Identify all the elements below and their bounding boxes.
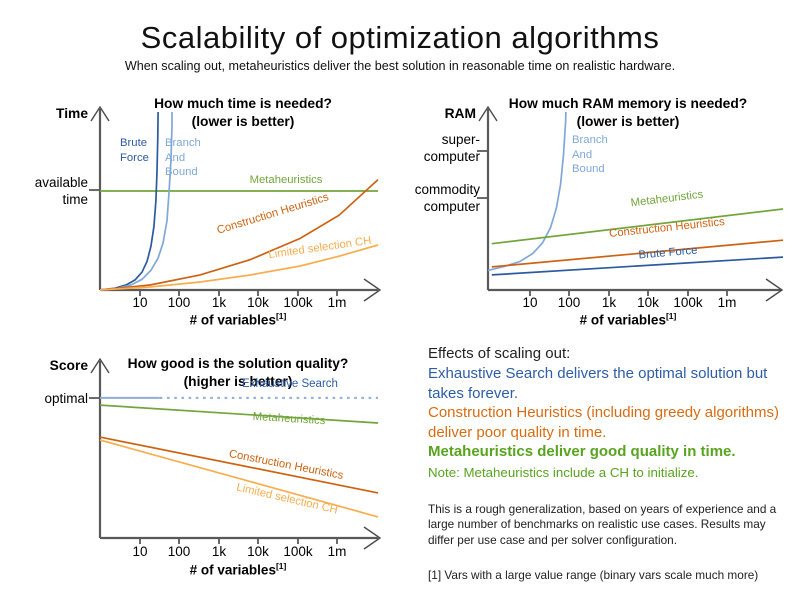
x-tick-10k: 10k xyxy=(247,295,269,310)
label-metaheuristics: Metaheuristics xyxy=(249,174,323,186)
label-branch-and-bound: Branch And Bound xyxy=(572,134,608,176)
footnote-text: [1] Vars with a large value range (binar… xyxy=(428,568,759,582)
x-tick-100: 100 xyxy=(557,295,581,310)
y-axis-label: Score xyxy=(49,358,88,373)
x-tick-1k: 1k xyxy=(211,544,227,559)
x-axis-arrow-icon xyxy=(765,278,784,302)
x-tick-1k: 1k xyxy=(211,295,227,310)
ram-chart-canvas xyxy=(477,105,784,302)
label-exhaustive-search: Exhaustive Search xyxy=(242,378,338,390)
effects-note: Note: Metaheuristics include a CH to ini… xyxy=(428,464,699,480)
x-axis-label: # of variables[1] xyxy=(189,311,287,328)
chart-title: How much RAM memory is needed? (lower is… xyxy=(508,96,748,129)
y-axis-label: Time xyxy=(56,106,88,121)
label-brute-force: Brute Force xyxy=(120,137,149,164)
effects-line-exhaustive: Exhaustive Search delivers the optimal s… xyxy=(428,365,768,402)
chart-title: How good is the solution quality? (highe… xyxy=(127,356,349,389)
footnote-marker: [1] xyxy=(275,561,287,571)
quality-chart: How good is the solution quality? (highe… xyxy=(28,355,396,595)
x-axis-ticks xyxy=(139,290,338,296)
effects-line-metaheuristics: Metaheuristics deliver good quality in t… xyxy=(428,443,736,460)
y-axis-arrow-icon xyxy=(478,105,498,122)
chart-title: How much time is needed? (lower is bette… xyxy=(154,96,332,129)
x-tick-100k: 100k xyxy=(673,295,703,310)
x-tick-1m: 1m xyxy=(327,295,347,310)
x-tick-1m: 1m xyxy=(717,295,737,310)
page-subtitle: When scaling out, metaheuristics deliver… xyxy=(124,59,676,73)
x-tick-10: 10 xyxy=(132,544,148,559)
ram-chart: How much RAM memory is needed? (lower is… xyxy=(400,95,798,337)
x-tick-100k: 100k xyxy=(283,544,313,559)
available-time-annotation: available time xyxy=(34,175,88,207)
x-axis-arrow-icon xyxy=(363,278,382,302)
y-axis-label: RAM xyxy=(444,106,476,121)
x-tick-10k: 10k xyxy=(247,544,269,559)
time-chart-canvas xyxy=(89,105,382,302)
supercomputer-annotation: super-computer xyxy=(423,132,480,164)
commodity-annotation: commodity computer xyxy=(414,182,480,214)
y-axis-arrow-icon xyxy=(90,357,110,374)
effects-line-construction: Construction Heuristics (including greed… xyxy=(428,404,779,441)
disclaimer-text: This is a rough generalization, based on… xyxy=(428,501,777,547)
optimal-annotation: optimal xyxy=(44,391,88,406)
footnote-marker: [1] xyxy=(665,311,677,321)
footnote-marker: [1] xyxy=(275,311,287,321)
time-chart: How much time is needed? (lower is bette… xyxy=(28,95,396,337)
effects-panel: Effects of scaling out: Exhaustive Searc… xyxy=(428,344,790,582)
x-tick-100: 100 xyxy=(167,544,191,559)
x-axis-label: # of variables[1] xyxy=(579,311,677,328)
x-axis-ticks xyxy=(139,538,338,544)
x-tick-100k: 100k xyxy=(283,295,313,310)
x-tick-10k: 10k xyxy=(637,295,659,310)
effects-heading: Effects of scaling out: xyxy=(428,345,571,362)
x-tick-10: 10 xyxy=(132,295,148,310)
x-tick-100: 100 xyxy=(167,295,191,310)
x-tick-10: 10 xyxy=(522,295,538,310)
x-axis-arrow-icon xyxy=(363,526,382,550)
page-title: Scalability of optimization algorithms xyxy=(140,20,660,55)
x-tick-1m: 1m xyxy=(327,544,347,559)
x-axis-label: # of variables[1] xyxy=(189,561,287,578)
x-axis-ticks xyxy=(529,290,728,296)
label-branch-and-bound: Branch And Bound xyxy=(165,137,201,179)
x-tick-1k: 1k xyxy=(601,295,617,310)
y-axis-arrow-icon xyxy=(90,105,110,122)
quality-chart-canvas xyxy=(89,357,382,550)
